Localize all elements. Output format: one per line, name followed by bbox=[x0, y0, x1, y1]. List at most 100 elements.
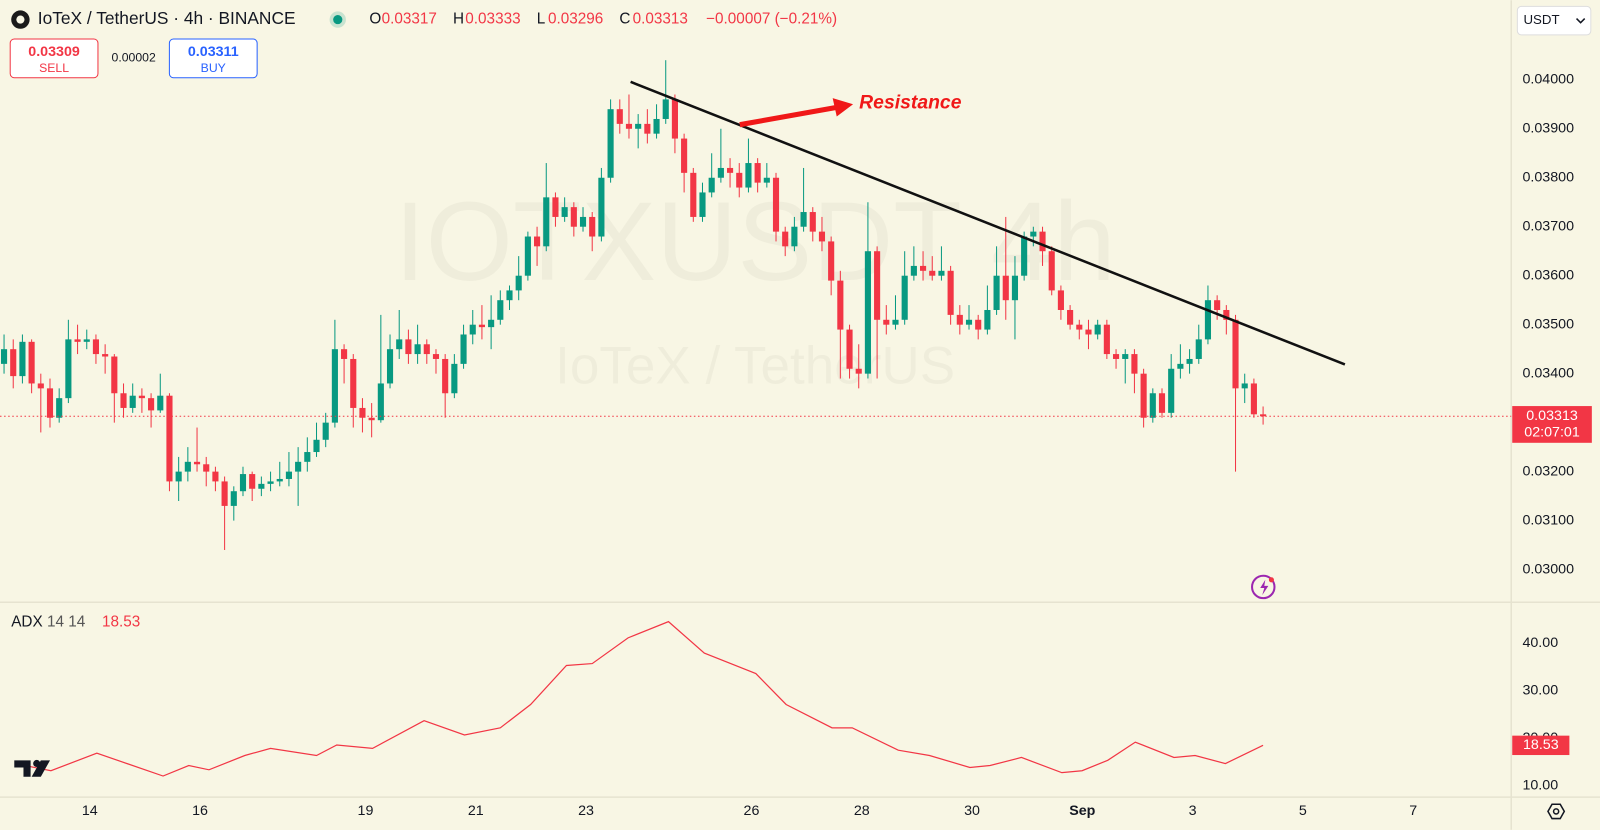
currency[interactable]: USDT bbox=[1523, 12, 1559, 27]
candle-body bbox=[386, 349, 394, 384]
candle-body bbox=[322, 422, 329, 440]
candle-body bbox=[1011, 275, 1019, 301]
settings-icon[interactable] bbox=[1547, 803, 1566, 820]
candle-body bbox=[138, 395, 145, 399]
candle-body bbox=[331, 349, 338, 423]
candle-body bbox=[423, 344, 430, 355]
chevron bbox=[1575, 18, 1586, 24]
change: −0.00007 (−0.21%) bbox=[706, 11, 837, 28]
candle-body bbox=[1094, 324, 1101, 335]
candle-body bbox=[65, 339, 72, 399]
candle-body bbox=[1140, 373, 1147, 418]
candle-body bbox=[699, 192, 706, 217]
candle-body bbox=[635, 123, 642, 129]
candle-body bbox=[1168, 368, 1175, 413]
x-tick-label: 23 bbox=[578, 803, 594, 819]
candle-body bbox=[598, 177, 605, 237]
candle-body bbox=[524, 236, 531, 276]
candle-body bbox=[221, 481, 228, 506]
candle-body bbox=[19, 341, 26, 377]
logo-part bbox=[14, 760, 31, 777]
symbol-icon-inner bbox=[16, 15, 25, 24]
y-tick-label: 0.03900 bbox=[1522, 121, 1574, 137]
candle-body bbox=[1232, 319, 1239, 389]
candle-body bbox=[1149, 393, 1156, 418]
candle-body bbox=[745, 163, 752, 188]
candle-body bbox=[1158, 393, 1166, 413]
candle-body bbox=[1103, 324, 1110, 355]
ohlc-label: H bbox=[453, 11, 464, 28]
ohlc-value: 0.03296 bbox=[548, 11, 603, 28]
candle-body bbox=[763, 177, 770, 183]
candle-body bbox=[258, 483, 265, 489]
settings-center bbox=[1552, 808, 1560, 815]
symbol-title[interactable]: IoTeX / TetherUS · 4h · BINANCE bbox=[38, 8, 296, 28]
candle-body bbox=[1241, 383, 1248, 389]
candle-body bbox=[975, 319, 982, 330]
candle-body bbox=[579, 216, 587, 227]
candle-body bbox=[809, 212, 816, 232]
buy-button[interactable] bbox=[168, 38, 258, 79]
sell-label[interactable]: SELL bbox=[39, 61, 69, 75]
x-tick-label: 21 bbox=[468, 803, 484, 819]
candle-body bbox=[947, 270, 954, 315]
alert-icon[interactable] bbox=[1251, 574, 1276, 600]
candle-body bbox=[37, 383, 44, 389]
trend-line bbox=[630, 80, 1346, 366]
arrow-shaft bbox=[739, 104, 838, 128]
candle-body bbox=[377, 383, 384, 421]
candle-body bbox=[800, 212, 807, 227]
candle-body bbox=[432, 354, 440, 359]
ohlc-value: 0.03317 bbox=[382, 11, 437, 28]
candle-body bbox=[681, 138, 688, 173]
candle-body bbox=[965, 319, 973, 325]
candle-body bbox=[304, 452, 311, 462]
alert-dot bbox=[1268, 577, 1274, 583]
candle-body bbox=[892, 319, 899, 325]
alert-bolt bbox=[1260, 579, 1269, 596]
y-tick-label: 10.00 bbox=[1522, 778, 1558, 794]
y-tick-label: 0.03700 bbox=[1522, 218, 1574, 234]
candle-body bbox=[28, 341, 35, 384]
candle-body bbox=[1122, 354, 1129, 359]
x-tick-label: 28 bbox=[854, 803, 870, 819]
candle-body bbox=[405, 339, 412, 355]
y-tick-label: 0.03100 bbox=[1522, 512, 1574, 528]
candle-body bbox=[1195, 339, 1202, 359]
adx-last: 18.53 bbox=[1523, 737, 1559, 753]
candle-body bbox=[671, 99, 678, 139]
candle-body bbox=[1002, 275, 1009, 301]
candle-body bbox=[74, 339, 81, 342]
candle-body bbox=[828, 241, 835, 281]
watermark-sub: IoTeX / TetherUS bbox=[555, 337, 955, 396]
candle-body bbox=[1131, 354, 1138, 374]
candle-body bbox=[120, 393, 127, 408]
candle-body bbox=[497, 300, 504, 320]
ohlc-label: O bbox=[369, 11, 381, 28]
sell-price[interactable]: 0.03309 bbox=[28, 44, 80, 60]
candle-body bbox=[1057, 290, 1064, 310]
candle-body bbox=[239, 474, 247, 492]
buy-label[interactable]: BUY bbox=[201, 61, 226, 75]
candle-body bbox=[129, 395, 136, 408]
sell-button[interactable] bbox=[9, 38, 99, 79]
candle-body bbox=[488, 319, 495, 328]
candle-body bbox=[193, 461, 201, 465]
x-tick-label: 7 bbox=[1409, 803, 1417, 819]
candle-body bbox=[589, 216, 596, 237]
y-tick-label: 0.04000 bbox=[1522, 72, 1574, 88]
currency-select[interactable] bbox=[1516, 5, 1592, 36]
candle-body bbox=[1067, 309, 1074, 325]
candle-body bbox=[46, 388, 54, 418]
candle-body bbox=[1186, 358, 1193, 364]
candle-body bbox=[782, 231, 789, 247]
candle-body bbox=[148, 398, 155, 411]
candle-body bbox=[350, 358, 357, 408]
candle-body bbox=[818, 231, 826, 242]
candle-body bbox=[111, 356, 118, 394]
buy-price[interactable]: 0.03311 bbox=[188, 44, 239, 60]
candle-body bbox=[984, 309, 991, 330]
candle-body bbox=[175, 471, 182, 482]
